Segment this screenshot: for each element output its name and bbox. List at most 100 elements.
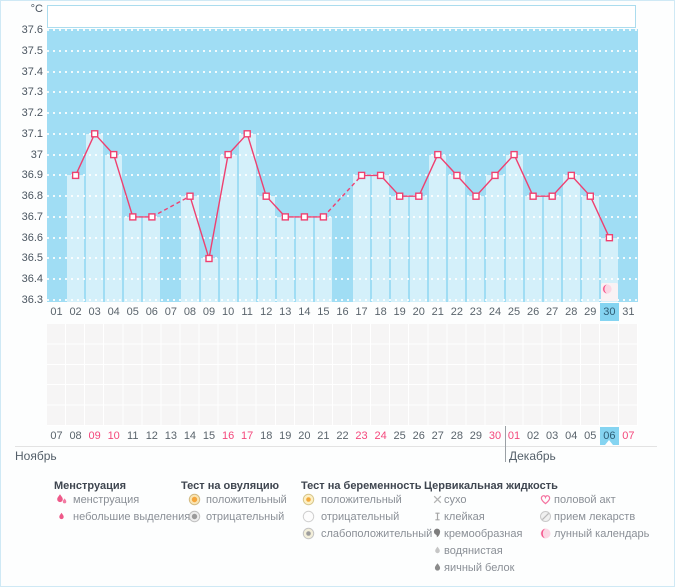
date-label-19[interactable]: 19: [279, 430, 292, 442]
date-label-24[interactable]: 24: [374, 430, 387, 442]
date-label-08[interactable]: 08: [69, 430, 82, 442]
temp-point-day-03[interactable]: [91, 130, 99, 138]
day-label-16[interactable]: 16: [336, 306, 349, 318]
day-label-11[interactable]: 11: [241, 306, 253, 318]
day-label-18[interactable]: 18: [374, 306, 387, 318]
day-label-24[interactable]: 24: [488, 306, 502, 318]
date-label-22[interactable]: 22: [336, 430, 349, 442]
temp-point-day-25[interactable]: [510, 150, 518, 159]
temp-bar-day-24[interactable]: [486, 175, 504, 302]
day-label-05[interactable]: 05: [126, 306, 139, 318]
temp-point-day-24[interactable]: [491, 171, 499, 180]
day-label-09[interactable]: 09: [202, 306, 216, 318]
temp-bar-day-10[interactable]: [219, 154, 237, 302]
temp-bar-day-23[interactable]: [467, 196, 485, 302]
date-label-17[interactable]: 17: [241, 430, 254, 442]
day-label-14[interactable]: 14: [298, 306, 311, 318]
date-label-29[interactable]: 29: [469, 430, 483, 442]
temp-point-day-17[interactable]: [357, 171, 366, 180]
day-label-30[interactable]: 30: [603, 306, 616, 318]
temp-point-day-22[interactable]: [453, 171, 461, 180]
temp-bar-day-29[interactable]: [581, 196, 599, 302]
temp-bar-day-06[interactable]: [143, 216, 161, 302]
temp-point-day-11[interactable]: [243, 130, 251, 138]
date-label-15[interactable]: 15: [202, 430, 216, 442]
temp-bar-day-26[interactable]: [524, 196, 542, 302]
temp-bar-day-14[interactable]: [295, 216, 313, 302]
temp-bar-day-09[interactable]: [200, 258, 218, 302]
day-label-02[interactable]: 02: [69, 306, 82, 318]
date-label-03[interactable]: 03: [546, 430, 559, 442]
temp-bar-day-25[interactable]: [505, 154, 523, 302]
date-label-28[interactable]: 28: [450, 430, 463, 442]
date-label-13[interactable]: 13: [164, 430, 177, 442]
temp-bar-day-20[interactable]: [410, 196, 428, 302]
date-label-27[interactable]: 27: [431, 430, 444, 442]
temp-bar-day-02[interactable]: [67, 175, 85, 302]
date-label-04[interactable]: 04: [565, 430, 578, 442]
day-label-12[interactable]: 12: [260, 306, 273, 318]
day-label-13[interactable]: 13: [279, 306, 292, 318]
temp-point-day-09[interactable]: [205, 254, 213, 263]
day-label-31[interactable]: 31: [622, 306, 635, 318]
temp-bar-day-18[interactable]: [372, 175, 390, 302]
date-label-16[interactable]: 16: [221, 430, 235, 442]
temp-point-day-05[interactable]: [129, 213, 137, 221]
temp-point-day-21[interactable]: [434, 150, 442, 159]
temp-point-day-10[interactable]: [224, 150, 232, 159]
temp-point-day-28[interactable]: [567, 171, 575, 180]
temp-bar-day-08[interactable]: [181, 196, 199, 302]
date-label-07[interactable]: 07: [622, 430, 635, 442]
day-label-20[interactable]: 20: [412, 306, 425, 318]
date-label-26[interactable]: 26: [412, 430, 425, 442]
day-label-22[interactable]: 22: [450, 306, 463, 318]
temp-point-day-26[interactable]: [529, 192, 537, 200]
date-label-21[interactable]: 21: [317, 430, 330, 442]
date-label-11[interactable]: 11: [127, 430, 139, 442]
day-label-01[interactable]: 01: [50, 306, 63, 318]
date-label-23[interactable]: 23: [355, 430, 368, 442]
temp-bar-day-15[interactable]: [314, 216, 332, 302]
temp-point-day-20[interactable]: [415, 192, 423, 200]
day-label-08[interactable]: 08: [183, 306, 197, 318]
date-label-14[interactable]: 14: [183, 430, 197, 442]
day-label-06[interactable]: 06: [145, 306, 158, 318]
temp-bar-day-03[interactable]: [86, 133, 104, 302]
date-label-01[interactable]: 01: [507, 430, 521, 442]
temp-bar-day-13[interactable]: [276, 216, 294, 302]
temp-bar-day-12[interactable]: [257, 196, 275, 302]
temp-bar-day-28[interactable]: [562, 175, 580, 302]
date-label-25[interactable]: 25: [393, 430, 406, 442]
temp-point-day-06[interactable]: [148, 213, 156, 221]
day-label-15[interactable]: 15: [317, 306, 330, 318]
temp-point-day-02[interactable]: [71, 171, 80, 180]
day-label-03[interactable]: 03: [88, 306, 101, 318]
day-label-26[interactable]: 26: [526, 306, 540, 318]
temp-point-day-27[interactable]: [548, 192, 556, 200]
temp-point-day-04[interactable]: [110, 150, 118, 159]
day-label-25[interactable]: 25: [507, 306, 521, 318]
day-label-07[interactable]: 07: [164, 306, 177, 318]
temp-point-day-08[interactable]: [186, 192, 194, 200]
temp-bar-day-17[interactable]: [353, 175, 371, 302]
day-label-28[interactable]: 28: [565, 306, 578, 318]
temp-bar-day-04[interactable]: [105, 154, 123, 302]
day-label-17[interactable]: 17: [355, 306, 368, 318]
day-label-10[interactable]: 10: [221, 306, 235, 318]
date-label-07[interactable]: 07: [50, 430, 63, 442]
temp-point-day-15[interactable]: [319, 213, 328, 221]
temp-point-day-18[interactable]: [376, 171, 385, 180]
temp-point-day-23[interactable]: [472, 192, 480, 200]
day-label-19[interactable]: 19: [393, 306, 406, 318]
symbol-grid[interactable]: [47, 324, 638, 426]
temp-bar-day-05[interactable]: [124, 216, 142, 302]
temp-point-day-14[interactable]: [300, 213, 309, 221]
date-label-09[interactable]: 09: [88, 430, 101, 442]
date-label-10[interactable]: 10: [107, 430, 120, 442]
day-label-27[interactable]: 27: [546, 306, 559, 318]
temp-point-day-30[interactable]: [605, 233, 614, 242]
date-label-02[interactable]: 02: [526, 430, 540, 442]
date-label-20[interactable]: 20: [298, 430, 311, 442]
temp-bar-day-21[interactable]: [429, 154, 447, 302]
date-label-06[interactable]: 06: [603, 430, 616, 442]
